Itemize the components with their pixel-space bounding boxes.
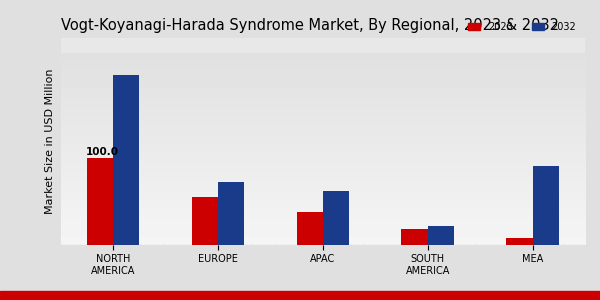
Bar <box>533 167 559 245</box>
Bar <box>506 238 533 245</box>
Legend: 2023, 2032: 2023, 2032 <box>464 18 580 36</box>
Bar <box>401 229 428 245</box>
Bar <box>218 182 244 245</box>
Bar <box>428 226 454 245</box>
Bar <box>323 191 349 245</box>
Text: Vogt-Koyanagi-Harada Syndrome Market, By Regional, 2023 & 2032: Vogt-Koyanagi-Harada Syndrome Market, By… <box>61 17 559 32</box>
Text: 100.0: 100.0 <box>86 147 119 157</box>
Bar <box>191 197 218 245</box>
Bar <box>87 158 113 245</box>
Bar <box>113 75 139 245</box>
Y-axis label: Market Size in USD Million: Market Size in USD Million <box>45 68 55 214</box>
Bar <box>296 212 323 245</box>
